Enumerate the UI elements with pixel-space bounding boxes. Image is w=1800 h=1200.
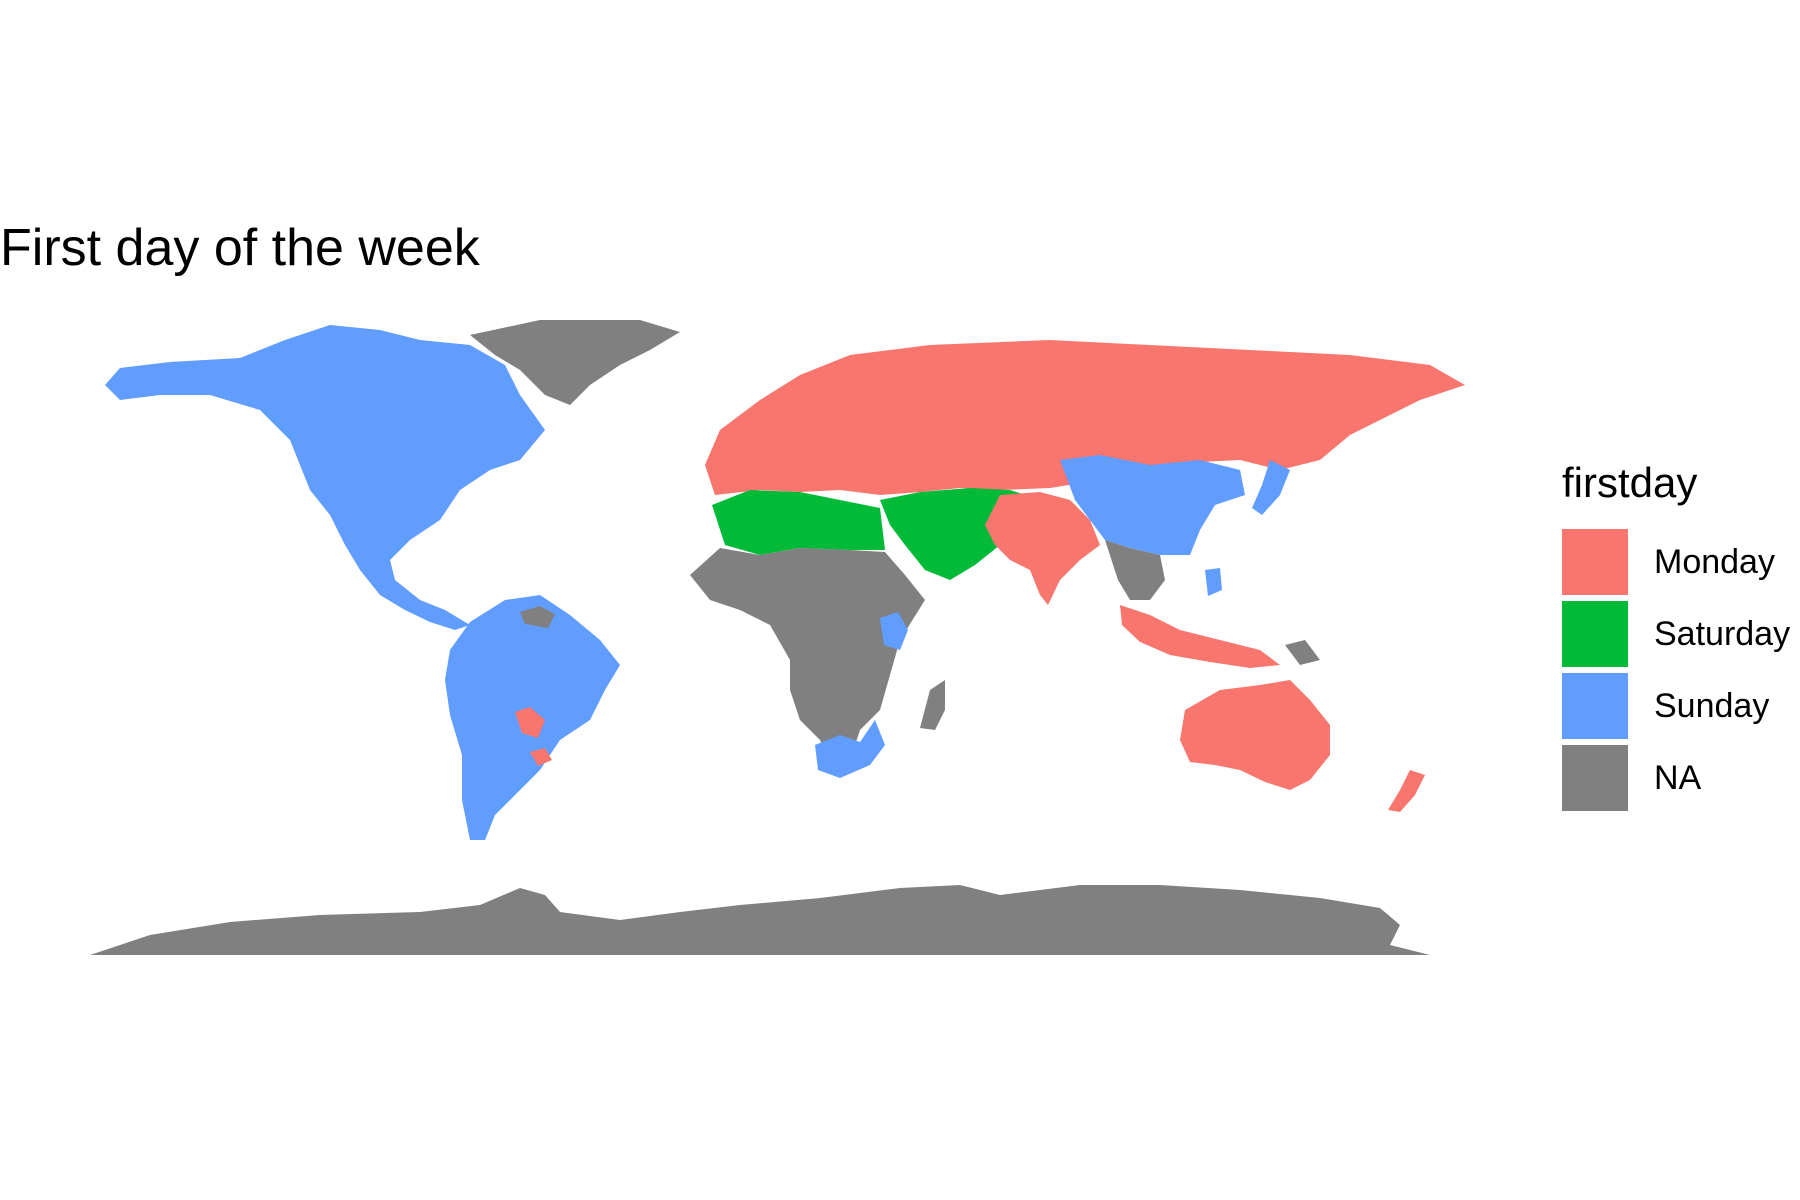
region-mainland-southeast-asia [1105,540,1165,600]
legend-swatch-saturday [1562,601,1628,667]
legend-item-sunday: Sunday [1562,670,1790,742]
region-north-america [105,325,545,630]
legend-label-na: NA [1654,758,1702,797]
region-sub-saharan-africa [690,548,925,760]
legend-item-monday: Monday [1562,526,1790,598]
region-uruguay [530,748,552,766]
region-australia [1180,680,1330,790]
legend-label-sunday: Sunday [1654,686,1770,725]
region-paraguay [515,707,545,738]
legend-title: firstday [1562,459,1698,506]
region-papua-new-guinea [1285,640,1320,665]
region-china [1060,455,1245,555]
legend-item-saturday: Saturday [1562,598,1790,670]
legend-item-na: NA [1562,742,1790,814]
legend-swatch-na [1562,745,1628,811]
region-south-asia [985,492,1100,605]
legend-swatch-monday [1562,529,1628,595]
region-north-africa [712,490,885,555]
region-antarctica [90,885,1430,955]
region-madagascar [920,680,945,730]
region-greenland [470,320,680,405]
legend-label-monday: Monday [1654,542,1775,581]
region-guianas [520,606,555,628]
region-europe-russia [705,340,1465,495]
legend-label-saturday: Saturday [1654,614,1791,653]
region-maritime-southeast-asia [1120,605,1280,668]
region-new-zealand [1388,770,1425,812]
world-map [90,320,1465,955]
legend-swatch-sunday [1562,673,1628,739]
legend: firstday Monday Saturday Sunday NA [1562,462,1790,814]
region-southern-africa [815,720,885,778]
map-title: First day of the week [0,219,480,277]
region-japan-philippines [1205,460,1290,596]
region-kenya [880,612,908,650]
